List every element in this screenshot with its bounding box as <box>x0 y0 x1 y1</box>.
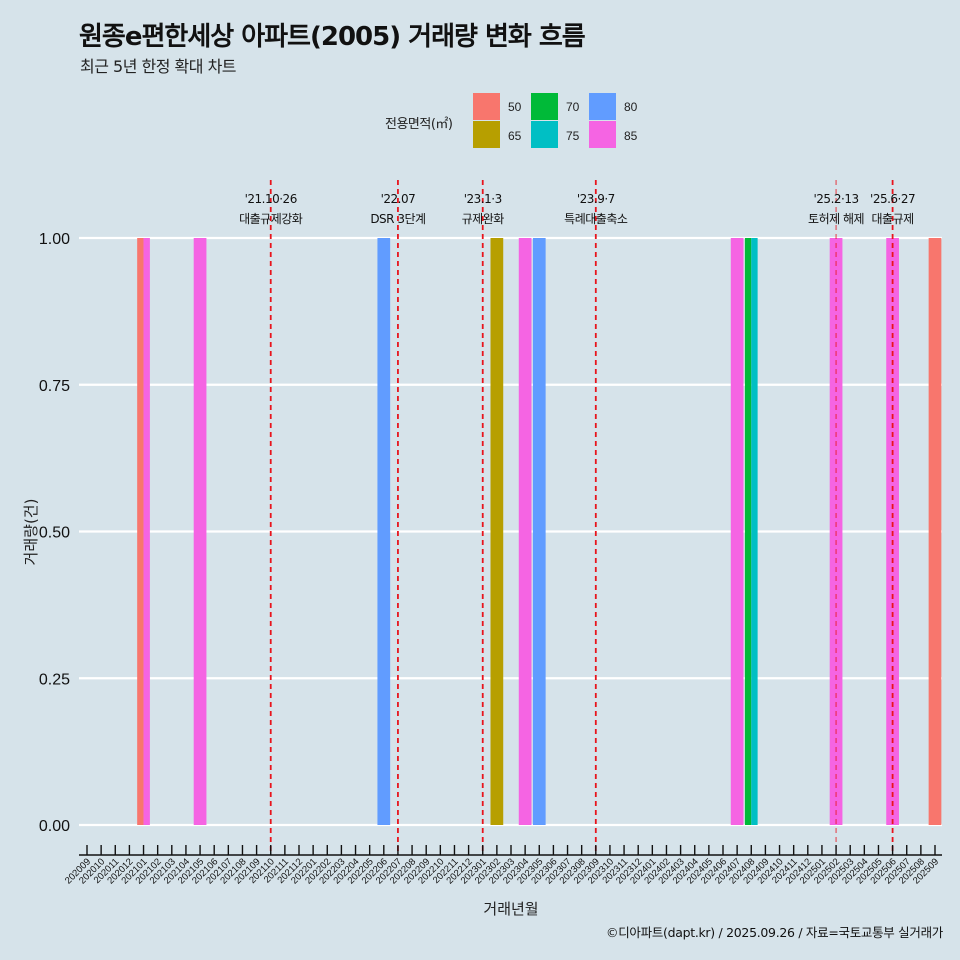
caption: ©디아파트(dapt.kr) / 2025.09.26 / 자료=국토교통부 실… <box>606 925 943 940</box>
bar-202305-80 <box>532 238 546 825</box>
event-label: 규제완화 <box>462 212 505 226</box>
event-label: 특례대출축소 <box>564 212 628 226</box>
chart-subtitle: 최근 5년 한정 확대 차트 <box>80 57 237 76</box>
event-label: DSR 3단계 <box>370 212 425 226</box>
legend-key-70 <box>531 93 558 120</box>
bar-202101-85 <box>143 238 150 825</box>
y-tick-label: 0.75 <box>39 378 70 395</box>
event-date: '25.6·27 <box>870 192 915 206</box>
event-date: '21.10·26 <box>245 192 297 206</box>
y-axis-title: 거래량(건) <box>22 499 40 566</box>
legend-key-75 <box>531 121 558 148</box>
bar-202304-85 <box>518 238 532 825</box>
event-label: 대출규제강화 <box>239 212 303 226</box>
bar-202407-85 <box>730 238 744 825</box>
bar-202408-75 <box>751 238 758 825</box>
bar-202302-65 <box>490 238 504 825</box>
chart-title: 원종e편한세상 아파트(2005) 거래량 변화 흐름 <box>79 22 586 52</box>
event-date: '22.07 <box>381 192 416 206</box>
event-annotations: '21.10·26 대출규제강화 '22.07 DSR 3단계 '23.1·3 규제완화 '… <box>239 192 916 226</box>
event-date: '23.1·3 <box>464 192 502 206</box>
y-tick-label: 1.00 <box>39 231 70 248</box>
legend-title: 전용면적(㎡) <box>385 117 453 132</box>
event-label: 대출규제 <box>872 212 914 226</box>
event-date: '25.2·13 <box>814 192 859 206</box>
y-tick-label: 0.50 <box>39 525 70 542</box>
legend-key-85 <box>589 121 616 148</box>
event-date: '23.9·7 <box>577 192 615 206</box>
event-label: 토허제 해제 <box>808 212 864 226</box>
bar-202206-80 <box>377 238 391 825</box>
bar-202408-70 <box>744 238 752 825</box>
legend-label-70: 70 <box>566 100 580 114</box>
bars <box>137 238 942 825</box>
event-lines <box>269 180 894 851</box>
x-axis-title: 거래년월 <box>483 900 538 918</box>
legend-label-65: 65 <box>508 129 522 143</box>
legend-label-85: 85 <box>624 129 638 143</box>
y-tick-label: 0.00 <box>39 818 70 835</box>
bar-202105-85 <box>193 238 207 825</box>
legend-label-80: 80 <box>624 100 638 114</box>
legend-key-50 <box>473 93 500 120</box>
gridlines <box>79 236 942 827</box>
x-axis: 2020092020102020112020122021012021022021… <box>63 845 942 887</box>
y-tick-label: 0.25 <box>39 671 70 688</box>
legend-key-80 <box>589 93 616 120</box>
bar-202101-50 <box>137 238 144 825</box>
legend-label-50: 50 <box>508 100 522 114</box>
y-tick-labels: 0.00 0.25 0.50 0.75 1.00 <box>39 231 70 835</box>
legend-key-65 <box>473 121 500 148</box>
legend-label-75: 75 <box>566 129 580 143</box>
bar-202509-50 <box>928 238 942 825</box>
